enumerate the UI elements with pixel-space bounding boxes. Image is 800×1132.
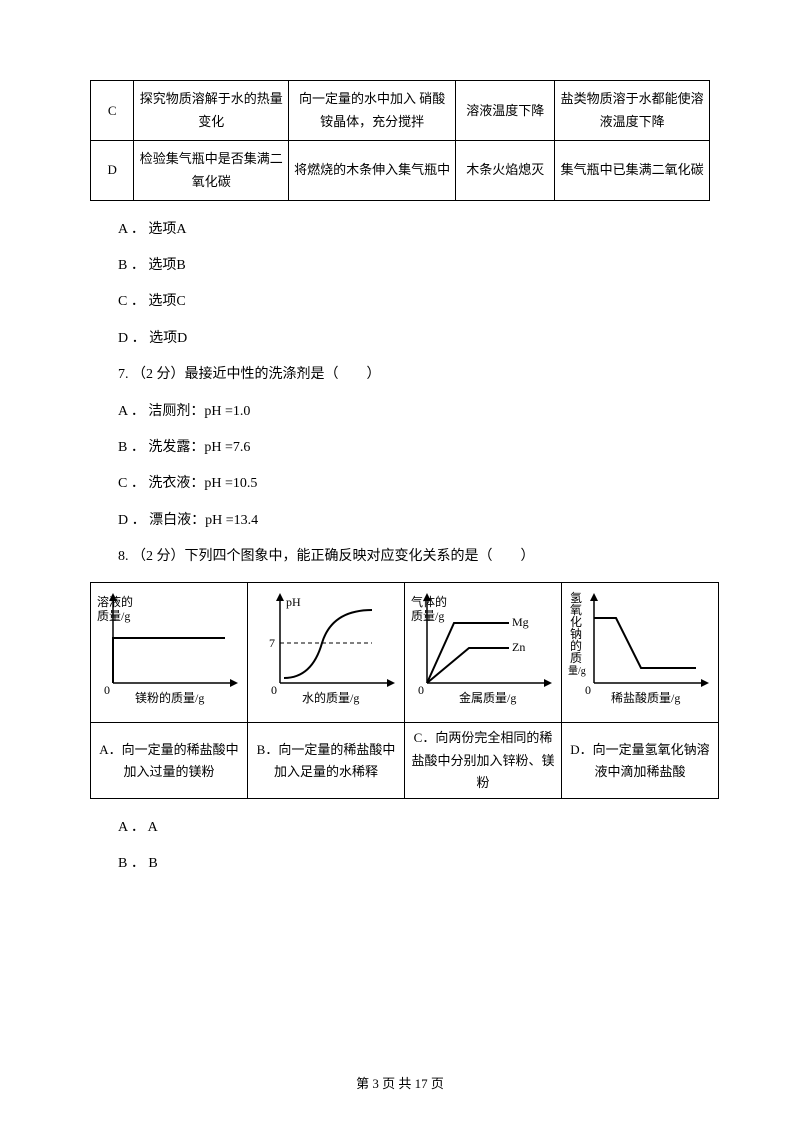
svg-text:溶液的: 溶液的 (97, 594, 133, 609)
chart-desc-c: C．向两份完全相同的稀盐酸中分别加入锌粉、镁粉 (405, 723, 562, 798)
chart-d: 氢 氧 化 钠 的 质 量/g 0 稀盐酸质量/g (562, 583, 719, 723)
svg-text:质: 质 (570, 651, 582, 665)
cell-c2: 探究物质溶解于水的热量变化 (134, 81, 289, 141)
svg-text:7: 7 (269, 636, 275, 650)
svg-text:气体的: 气体的 (411, 594, 447, 609)
svg-text:Mg: Mg (512, 615, 529, 629)
page-footer: 第 3 页 共 17 页 (0, 1073, 800, 1092)
table-row: C 探究物质溶解于水的热量变化 向一定量的水中加入 硝酸铵晶体，充分搅拌 溶液温… (91, 81, 710, 141)
chart-desc-b: B．向一定量的稀盐酸中加入足量的水稀释 (248, 723, 405, 798)
cell-c3: 向一定量的水中加入 硝酸铵晶体，充分搅拌 (289, 81, 456, 141)
svg-text:Zn: Zn (512, 640, 525, 654)
chart-table: 溶液的 质量/g 0 镁粉的质量/g pH 7 0 水的质量/g (90, 582, 719, 798)
svg-text:0: 0 (104, 683, 110, 697)
cell-c1: D (91, 140, 134, 200)
q8-option-b: B ． B (118, 853, 710, 875)
svg-text:量/g: 量/g (568, 665, 586, 677)
chart-desc-a: A．向一定量的稀盐酸中加入过量的镁粉 (91, 723, 248, 798)
svg-text:镁粉的质量/g: 镁粉的质量/g (135, 690, 204, 705)
q6-option-a: A ． 选项A (118, 219, 710, 241)
svg-text:0: 0 (271, 683, 277, 697)
cell-c5: 盐类物质溶于水都能使溶液温度下降 (555, 81, 710, 141)
chart-b: pH 7 0 水的质量/g (248, 583, 405, 723)
svg-text:pH: pH (286, 595, 301, 609)
cell-c5: 集气瓶中已集满二氧化碳 (555, 140, 710, 200)
experiment-table: C 探究物质溶解于水的热量变化 向一定量的水中加入 硝酸铵晶体，充分搅拌 溶液温… (90, 80, 710, 201)
svg-text:金属质量/g: 金属质量/g (459, 690, 516, 705)
svg-text:0: 0 (418, 683, 424, 697)
q8-option-a: A ． A (118, 817, 710, 839)
svg-text:质量/g: 质量/g (97, 609, 130, 623)
q7-option-c: C ． 洗衣液：pH =10.5 (118, 473, 710, 495)
svg-text:水的质量/g: 水的质量/g (302, 690, 359, 705)
cell-c2: 检验集气瓶中是否集满二氧化碳 (134, 140, 289, 200)
svg-text:稀盐酸质量/g: 稀盐酸质量/g (611, 690, 680, 705)
svg-text:0: 0 (585, 683, 591, 697)
svg-text:质量/g: 质量/g (411, 609, 444, 623)
q7-stem: 7. （2 分）最接近中性的洗涤剂是（ ） (118, 364, 710, 386)
q8-stem: 8. （2 分）下列四个图象中，能正确反映对应变化关系的是（ ） (118, 546, 710, 568)
cell-c3: 将燃烧的木条伸入集气瓶中 (289, 140, 456, 200)
q6-option-b: B ． 选项B (118, 255, 710, 277)
cell-c4: 木条火焰熄灭 (456, 140, 555, 200)
q7-option-a: A ． 洁厕剂：pH =1.0 (118, 401, 710, 423)
q6-option-d: D ． 选项D (118, 328, 710, 350)
cell-c4: 溶液温度下降 (456, 81, 555, 141)
table-row: D 检验集气瓶中是否集满二氧化碳 将燃烧的木条伸入集气瓶中 木条火焰熄灭 集气瓶… (91, 140, 710, 200)
chart-a: 溶液的 质量/g 0 镁粉的质量/g (91, 583, 248, 723)
cell-c1: C (91, 81, 134, 141)
q7-option-d: D ． 漂白液：pH =13.4 (118, 510, 710, 532)
chart-desc-d: D．向一定量氢氧化钠溶液中滴加稀盐酸 (562, 723, 719, 798)
chart-c: 气体的 质量/g Mg Zn 0 金属质量/g (405, 583, 562, 723)
q7-option-b: B ． 洗发露：pH =7.6 (118, 437, 710, 459)
q6-option-c: C ． 选项C (118, 291, 710, 313)
